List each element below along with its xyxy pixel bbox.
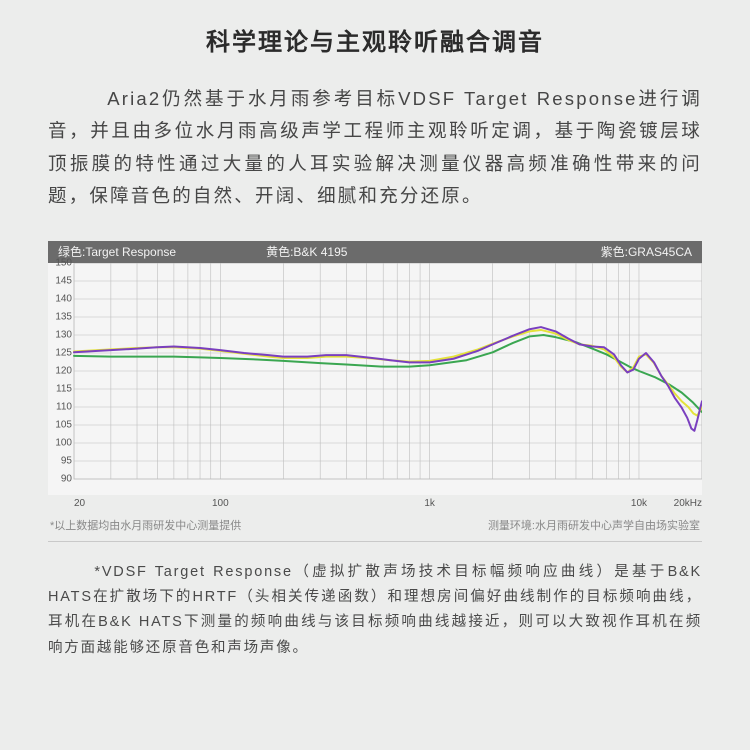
series-line	[74, 327, 702, 431]
body-paragraph: Aria2仍然基于水月雨参考目标VDSF Target Response进行调音…	[48, 83, 702, 213]
chart-legend: 绿色:Target Response 黄色:B&K 4195 紫色:GRAS45…	[48, 241, 702, 263]
footnote-text: *VDSF Target Response（虚拟扩散声场技术目标幅频响应曲线）是…	[48, 564, 702, 656]
footnote-paragraph: *VDSF Target Response（虚拟扩散声场技术目标幅频响应曲线）是…	[48, 560, 702, 662]
series-line	[74, 329, 702, 415]
chart-note-left: *以上数据均由水月雨研发中心测量提供	[50, 517, 241, 533]
chart-note-right: 测量环境:水月雨研发中心声学自由场实验室	[488, 517, 700, 533]
divider	[48, 541, 702, 542]
legend-purple: 紫色:GRAS45CA	[601, 243, 692, 260]
x-axis-tick: 20	[74, 498, 85, 509]
legend-yellow: 黄色:B&K 4195	[266, 243, 347, 260]
x-axis-tick: 10k	[631, 498, 647, 509]
chart-container: 绿色:Target Response 黄色:B&K 4195 紫色:GRAS45…	[48, 241, 702, 542]
x-axis-tick: 1k	[424, 498, 435, 509]
x-axis-tick: 100	[212, 498, 229, 509]
x-axis-tick: 20kHz	[674, 498, 702, 509]
frequency-response-chart: 9095100105110115120125130135140145150201…	[48, 263, 702, 495]
body-text: Aria2仍然基于水月雨参考目标VDSF Target Response进行调音…	[48, 88, 702, 206]
legend-green: 绿色:Target Response	[58, 243, 176, 260]
page-title: 科学理论与主观聆听融合调音	[48, 22, 702, 57]
